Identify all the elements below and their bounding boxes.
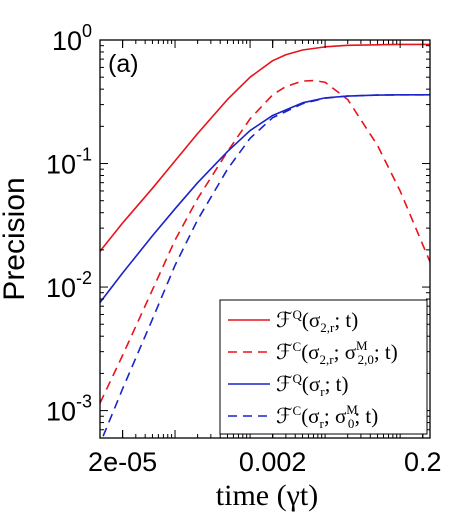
series-line-4: [102, 94, 430, 437]
axes: [99, 39, 431, 439]
y-tick-label: 10-3: [46, 392, 92, 427]
y-tick-label: 10-1: [46, 145, 92, 180]
legend: ℱQ(σ2,r; t) ℱC(σ2,r; σM 2,0; t) ℱQ(σr; t) ℱC…: [219, 299, 428, 435]
y-tick-label: 10-2: [46, 268, 92, 303]
x-tick-label: 2e-05: [88, 447, 157, 477]
legend-entry-2: ℱC(σ2,r; σM 2,0; t): [276, 338, 398, 367]
series-line-2: [100, 79, 430, 404]
y-tick-label: 100: [52, 21, 92, 56]
x-tick-label: 0.002: [239, 447, 307, 477]
panel-label: (a): [108, 50, 139, 78]
plot-frame: [99, 39, 431, 439]
legend-entry-4: ℱC(σr; σM 0; t): [276, 402, 378, 431]
legend-entry-3: ℱQ(σr; t): [276, 371, 349, 399]
x-tick-label: 0.2: [404, 447, 442, 477]
legend-entry-1: ℱQ(σ2,r; t): [276, 307, 358, 335]
y-axis-label: Precision: [0, 177, 31, 300]
series-line-1: [100, 43, 430, 252]
x-axis-label: time (γt): [216, 479, 318, 512]
series-lines: [100, 43, 430, 437]
series-line-3: [100, 94, 430, 303]
tick-labels: 2e-05 0.002 0.2 10-3 10-2 10-1 100: [46, 21, 442, 477]
legend-box: [219, 299, 428, 435]
